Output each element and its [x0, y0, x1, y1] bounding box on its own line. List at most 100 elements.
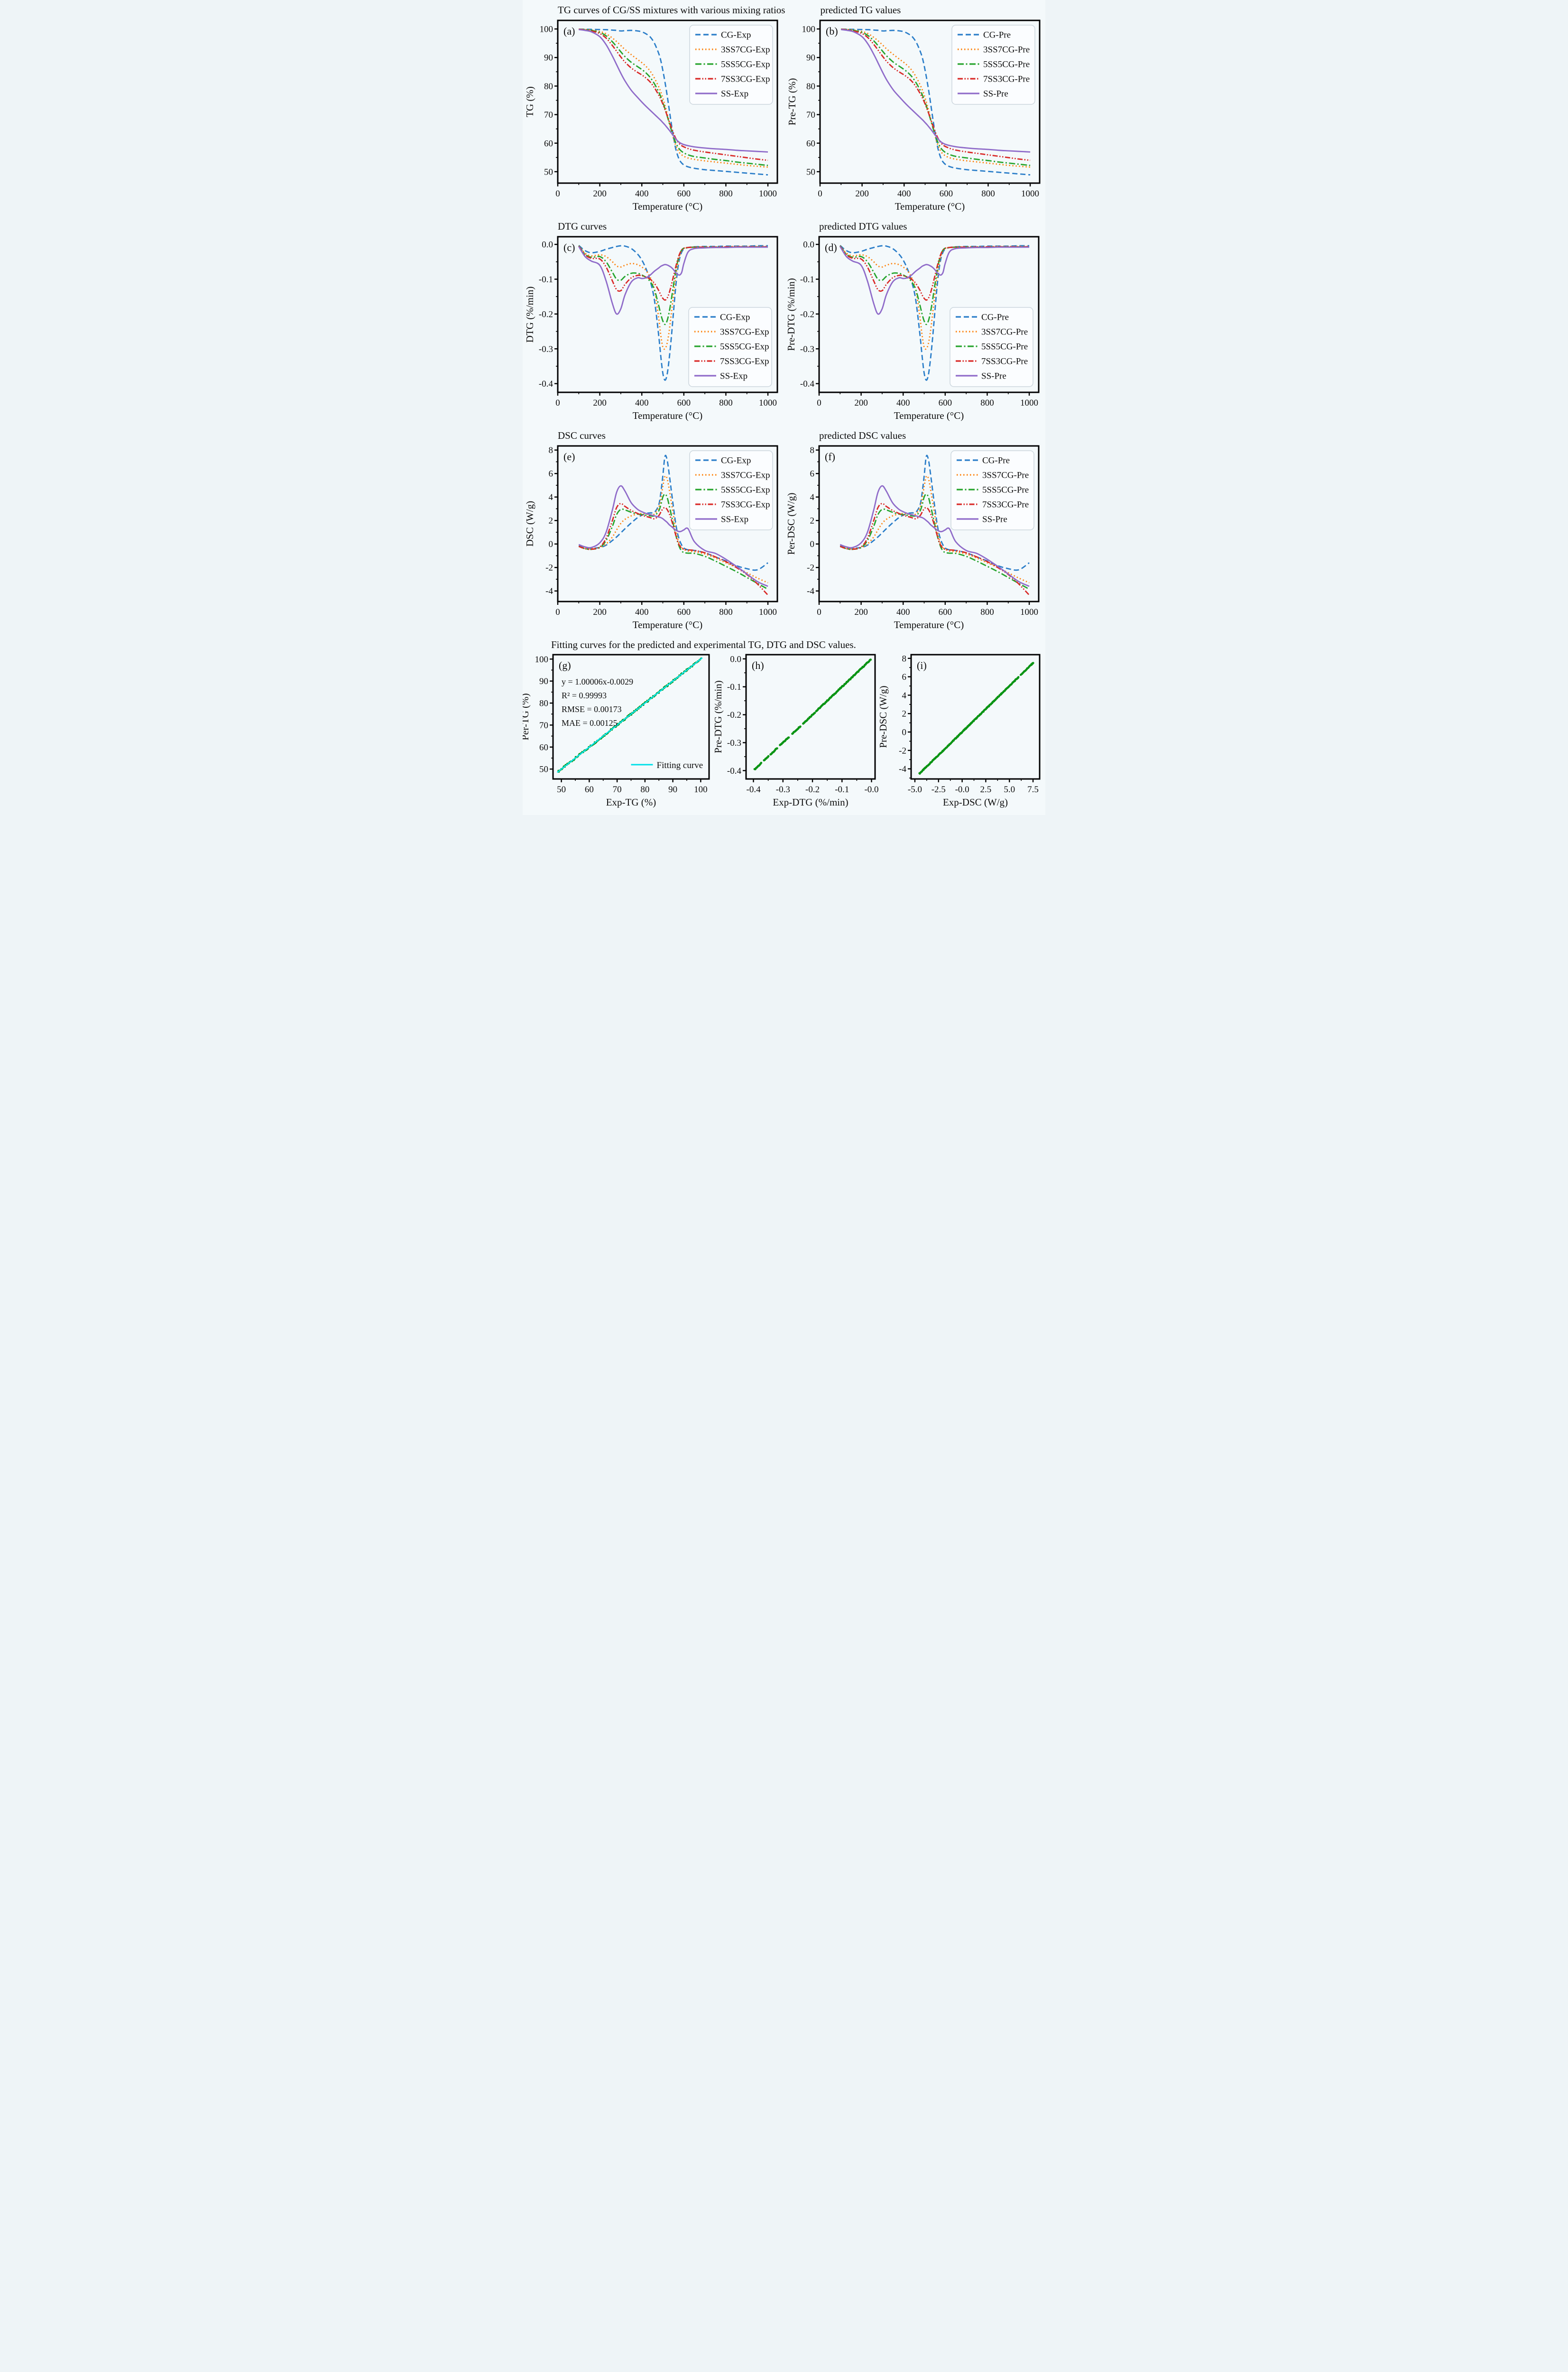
y-axis-label-b: Pre-TG (%) — [786, 78, 798, 126]
series-7SS3CG-b — [841, 28, 1031, 161]
legend-label-5SS5CG: 5SS5CG-Pre — [981, 342, 1028, 352]
legend-label-CG: CG-Exp — [721, 30, 751, 40]
x-tick-label: -0.1 — [835, 785, 849, 795]
x-tick-label: 200 — [856, 189, 869, 199]
y-tick-label: 80 — [539, 699, 548, 709]
series-7SS3CG-d — [839, 245, 1030, 301]
series-5SS5CG-c — [578, 245, 768, 325]
legend-label-7SS3CG: 7SS3CG-Pre — [981, 357, 1028, 367]
legend-label-7SS3CG: 7SS3CG-Exp — [721, 74, 770, 84]
x-tick-label: 80 — [640, 785, 649, 795]
legend-label-CG: CG-Exp — [721, 456, 751, 466]
x-axis-label-d: Temperature (°C) — [894, 410, 964, 421]
legend-label-SS: SS-Exp — [720, 371, 747, 381]
y-tick-label: -4 — [899, 764, 906, 774]
x-tick-label: 800 — [719, 607, 733, 617]
x-axis-label-f: Temperature (°C) — [894, 619, 964, 630]
panel-letter-c: (c) — [563, 241, 575, 253]
row-dsc: DSC curves 0 200 400 600 800 1000 -4 -2 0 2 4 6 8 Tem… — [523, 429, 1045, 632]
legend-label-CG: CG-Pre — [982, 456, 1010, 466]
y-tick-label: 4 — [549, 492, 553, 502]
panel-g: 50 60 70 80 90 100 50 60 70 80 90 100 Exp-TG (%) Per-… — [523, 652, 715, 808]
plot-border-e — [557, 445, 778, 602]
chart-dsc-experimental: 0 200 400 600 800 1000 -4 -2 0 2 4 6 8 Temperature (°… — [524, 445, 778, 630]
panel-letter-e: (e) — [563, 451, 575, 463]
y-tick-label: -2 — [899, 746, 906, 756]
series-CG-b — [841, 28, 1031, 176]
series-SS-a — [579, 28, 768, 153]
x-tick-label: -0.2 — [805, 785, 820, 795]
fit-stats-line: R² = 0.99993 — [562, 691, 607, 700]
row-fitting: 50 60 70 80 90 100 50 60 70 80 90 100 Exp-TG (%) Per-… — [523, 652, 1045, 808]
figure-root: TG curves of CG/SS mixtures with various… — [523, 0, 1045, 815]
y-tick-label: -0.2 — [800, 309, 814, 319]
y-tick-label: 60 — [539, 742, 548, 752]
y-tick-label: 90 — [539, 676, 548, 686]
legend-label-7SS3CG: 7SS3CG-Exp — [721, 500, 770, 510]
y-tick-label: 90 — [806, 53, 815, 63]
x-tick-label: 1000 — [1020, 398, 1038, 408]
chart-fit-dsc: -5.0 -2.5 -0.0 2.5 5.0 7.5 -4 -2 0 2 4 6 8 Exp-DSC (W… — [880, 654, 1041, 808]
x-tick-label: 600 — [940, 189, 953, 199]
y-tick-label: 8 — [902, 654, 907, 664]
x-tick-label: 200 — [593, 607, 607, 617]
series-SS-e — [578, 485, 768, 587]
series-3SS7CG-e — [578, 475, 768, 584]
x-tick-label: -0.0 — [955, 785, 969, 795]
legend-label-SS: SS-Exp — [721, 89, 748, 99]
y-tick-label: -0.2 — [727, 710, 741, 720]
y-tick-label: 2 — [810, 516, 815, 526]
panel-c: DTG curves 0 200 400 600 800 1000 0.0 -0.1 -0.2 -… — [523, 220, 784, 423]
x-tick-label: -0.0 — [864, 785, 878, 795]
x-tick-label: 2.5 — [980, 785, 992, 795]
y-axis-label-i: Pre-DSC (W/g) — [880, 686, 889, 748]
y-tick-label: -2 — [545, 563, 553, 573]
series-3SS7CG-f — [839, 475, 1030, 584]
series-7SS3CG-c — [578, 245, 768, 301]
x-tick-label: 90 — [668, 785, 677, 795]
legend-box-c — [688, 307, 772, 387]
x-axis-label-i: Exp-DSC (W/g) — [943, 797, 1008, 808]
y-tick-label: 0.0 — [542, 240, 553, 250]
x-axis-label-b: Temperature (°C) — [895, 201, 965, 212]
series-CG-a — [579, 28, 768, 176]
panel-letter-a: (a) — [563, 25, 575, 37]
series-5SS5CG-d — [839, 245, 1030, 325]
panel-e-title: DSC curves — [558, 430, 606, 441]
series-SS-d — [839, 246, 1030, 315]
x-tick-label: 100 — [694, 785, 708, 795]
y-axis-label-a: TG (%) — [524, 86, 535, 117]
y-tick-label: 50 — [806, 167, 815, 177]
chart-tg-predicted: 0 200 400 600 800 1000 50 60 70 80 90 100 Temperatur… — [786, 19, 1041, 212]
series-SS-b — [841, 28, 1031, 153]
y-tick-label: 60 — [544, 139, 553, 148]
legend-label-5SS5CG: 5SS5CG-Pre — [983, 60, 1030, 70]
y-tick-label: 90 — [544, 53, 553, 63]
x-tick-label: 600 — [939, 607, 952, 617]
panel-f: predicted DSC values 0 200 400 600 800 1000 -4… — [784, 429, 1045, 632]
x-tick-label: 200 — [593, 189, 607, 199]
series-CG-c — [578, 245, 768, 381]
panel-d-title: predicted DTG values — [819, 221, 907, 232]
x-axis-label-a: Temperature (°C) — [633, 201, 702, 212]
x-tick-label: 400 — [896, 607, 910, 617]
series-3SS7CG-b — [841, 28, 1031, 168]
y-tick-label: 2 — [549, 516, 553, 526]
x-tick-label: 1000 — [1022, 189, 1040, 199]
y-axis-label-e: DSC (W/g) — [524, 501, 535, 547]
y-tick-label: 50 — [539, 765, 548, 775]
x-tick-label: 7.5 — [1027, 785, 1039, 795]
legend-label-5SS5CG: 5SS5CG-Exp — [720, 342, 769, 352]
plot-border-g — [552, 654, 710, 780]
y-tick-label: -0.3 — [727, 738, 741, 748]
y-axis-label-g: Per-TG (%) — [523, 693, 531, 740]
y-axis-label-d: Pre-DTG (%/min) — [785, 278, 797, 351]
legend-box-d — [950, 307, 1033, 387]
x-tick-label: 400 — [635, 398, 649, 408]
y-tick-label: -0.4 — [800, 379, 815, 389]
fitting-line — [557, 657, 703, 773]
x-tick-label: 400 — [896, 398, 910, 408]
y-tick-label: -0.3 — [800, 344, 814, 354]
y-tick-label: 6 — [810, 469, 815, 479]
x-tick-label: -5.0 — [908, 785, 922, 795]
